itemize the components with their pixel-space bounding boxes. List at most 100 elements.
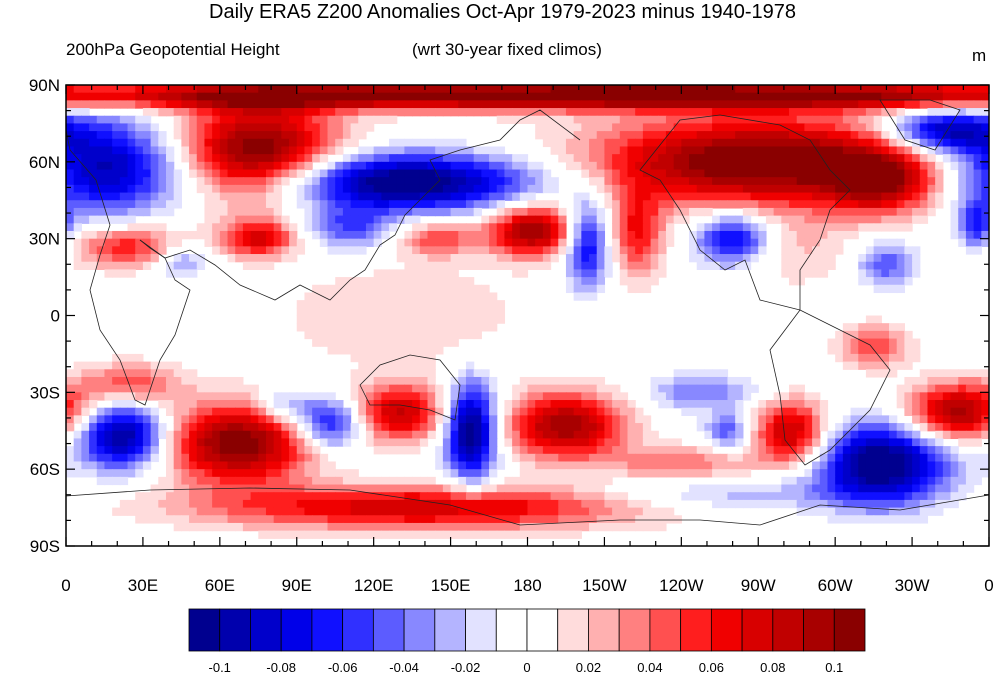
field-cell xyxy=(258,415,267,424)
field-cell xyxy=(304,515,313,524)
field-cell xyxy=(958,407,967,416)
field-cell xyxy=(435,407,444,416)
field-cell xyxy=(896,85,905,94)
field-cell xyxy=(758,453,767,463)
field-cell xyxy=(73,146,82,155)
field-cell xyxy=(627,246,636,255)
field-cell xyxy=(173,115,182,125)
field-cell xyxy=(389,484,398,493)
field-cell xyxy=(542,223,552,232)
field-cell xyxy=(189,115,198,125)
field-cell xyxy=(581,407,590,416)
field-cell xyxy=(435,415,444,424)
field-cell xyxy=(573,469,582,478)
field-cell xyxy=(735,376,744,386)
field-cell xyxy=(150,138,159,148)
field-cell xyxy=(89,453,98,463)
field-cell xyxy=(165,376,175,386)
field-cell xyxy=(450,200,459,209)
field-cell xyxy=(704,246,713,255)
field-cell xyxy=(581,138,590,148)
field-cell xyxy=(273,430,282,440)
field-cell xyxy=(619,230,629,240)
field-cell xyxy=(104,115,113,125)
field-cell xyxy=(112,192,121,201)
field-cell xyxy=(289,85,298,94)
field-cell xyxy=(73,223,82,232)
field-cell xyxy=(542,177,552,186)
field-cell xyxy=(850,192,859,201)
field-cell xyxy=(319,484,329,493)
field-cell xyxy=(573,423,582,432)
field-cell xyxy=(250,246,259,255)
field-cell xyxy=(712,92,721,101)
field-cell xyxy=(812,200,821,209)
field-cell xyxy=(912,161,921,171)
field-cell xyxy=(396,384,406,393)
field-cell xyxy=(981,161,989,171)
field-cell xyxy=(112,230,121,240)
field-cell xyxy=(873,169,882,178)
field-cell xyxy=(427,192,436,201)
field-cell xyxy=(719,184,729,194)
field-cell xyxy=(327,108,336,117)
field-cell xyxy=(365,323,375,332)
field-cell xyxy=(458,461,467,470)
field-cell xyxy=(158,184,167,194)
field-cell xyxy=(465,522,475,532)
field-cell xyxy=(665,469,675,478)
field-cell xyxy=(542,92,552,101)
field-cell xyxy=(612,131,621,140)
field-cell xyxy=(527,515,536,524)
field-cell xyxy=(135,207,144,217)
field-cell xyxy=(435,522,444,532)
field-cell xyxy=(773,392,782,401)
field-cell xyxy=(304,330,313,340)
field-cell xyxy=(696,123,706,132)
field-cell xyxy=(427,246,436,255)
field-cell xyxy=(189,469,198,478)
field-cell xyxy=(235,123,244,132)
field-cell xyxy=(412,423,421,432)
field-cell xyxy=(335,92,344,101)
field-cell xyxy=(589,515,598,524)
field-cell xyxy=(81,453,90,463)
field-cell xyxy=(765,484,775,493)
field-cell xyxy=(235,108,244,117)
field-cell xyxy=(504,423,513,432)
field-cell xyxy=(581,438,590,447)
field-cell xyxy=(281,453,290,463)
field-cell xyxy=(365,177,375,186)
field-cell xyxy=(189,476,198,486)
field-cell xyxy=(865,92,875,101)
field-cell xyxy=(119,353,129,363)
field-cell xyxy=(950,200,959,209)
field-cell xyxy=(289,92,298,101)
field-cell xyxy=(365,330,375,340)
field-cell xyxy=(827,215,836,224)
field-cell xyxy=(89,469,98,478)
field-cell xyxy=(304,300,313,309)
field-cell xyxy=(589,407,598,416)
field-cell xyxy=(904,376,913,386)
field-cell xyxy=(504,92,513,101)
field-cell xyxy=(189,484,198,493)
field-cell xyxy=(958,484,967,493)
field-cell xyxy=(235,161,244,171)
field-cell xyxy=(165,100,175,109)
field-cell xyxy=(242,261,252,270)
field-cell xyxy=(612,200,621,209)
field-cell xyxy=(704,461,713,470)
field-cell xyxy=(904,499,913,509)
field-cell xyxy=(819,261,829,270)
field-cell xyxy=(812,131,821,140)
field-cell xyxy=(619,123,629,132)
field-cell xyxy=(712,400,721,409)
field-cell xyxy=(235,515,244,524)
field-cell xyxy=(873,85,882,94)
field-cell xyxy=(789,453,798,463)
field-cell xyxy=(204,115,213,125)
field-cell xyxy=(912,476,921,486)
field-cell xyxy=(312,192,321,201)
field-cell xyxy=(650,169,659,178)
